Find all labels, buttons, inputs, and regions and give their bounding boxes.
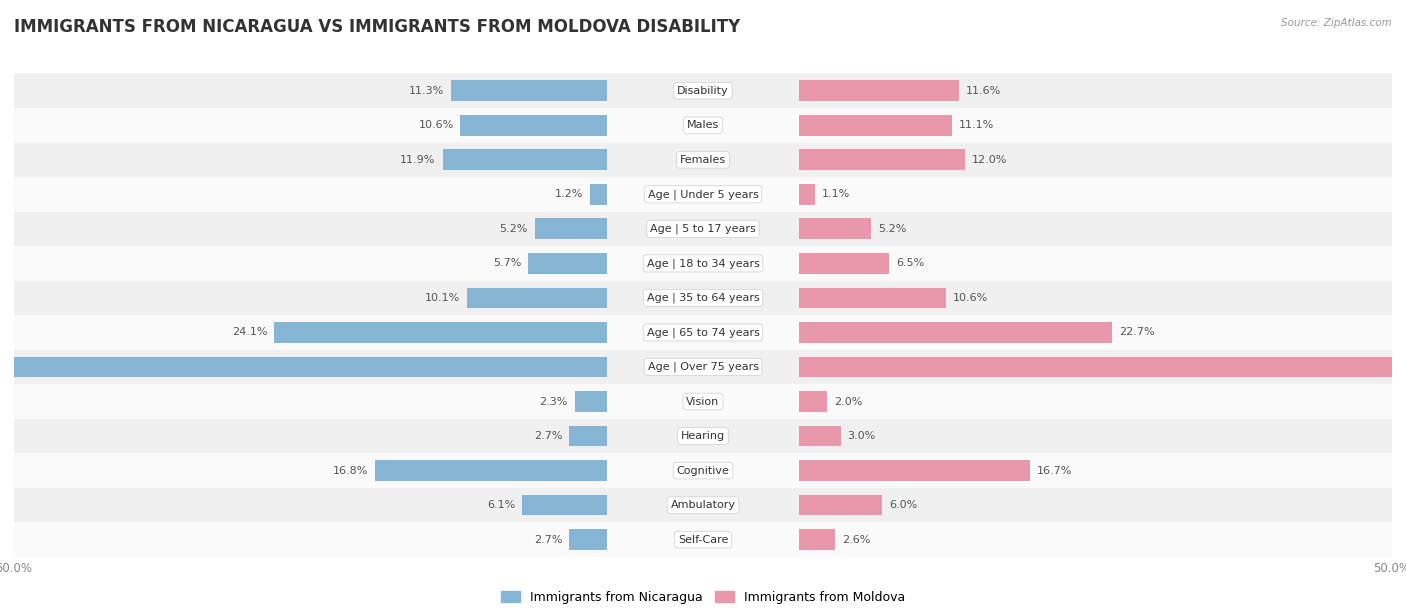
- Bar: [14, 143, 1392, 177]
- Bar: [800, 460, 1029, 481]
- Text: Age | 18 to 34 years: Age | 18 to 34 years: [647, 258, 759, 269]
- Bar: [569, 529, 606, 550]
- Bar: [800, 253, 889, 274]
- Bar: [461, 115, 606, 136]
- Bar: [800, 391, 827, 412]
- Bar: [14, 281, 1392, 315]
- Bar: [800, 426, 841, 446]
- Bar: [800, 288, 945, 308]
- Bar: [14, 212, 1392, 246]
- Text: 5.7%: 5.7%: [492, 258, 522, 269]
- Text: Hearing: Hearing: [681, 431, 725, 441]
- Bar: [14, 384, 1392, 419]
- Bar: [467, 288, 606, 308]
- Text: Cognitive: Cognitive: [676, 466, 730, 476]
- Text: 11.6%: 11.6%: [966, 86, 1001, 95]
- Text: 11.1%: 11.1%: [959, 120, 994, 130]
- Text: 10.6%: 10.6%: [952, 293, 987, 303]
- Bar: [274, 322, 606, 343]
- Text: 10.6%: 10.6%: [419, 120, 454, 130]
- Bar: [800, 218, 872, 239]
- Text: Self-Care: Self-Care: [678, 535, 728, 545]
- Bar: [575, 391, 606, 412]
- Text: Source: ZipAtlas.com: Source: ZipAtlas.com: [1281, 18, 1392, 28]
- Text: 6.1%: 6.1%: [488, 500, 516, 510]
- Text: 2.0%: 2.0%: [834, 397, 862, 406]
- Text: IMMIGRANTS FROM NICARAGUA VS IMMIGRANTS FROM MOLDOVA DISABILITY: IMMIGRANTS FROM NICARAGUA VS IMMIGRANTS …: [14, 18, 741, 36]
- Bar: [375, 460, 606, 481]
- Text: 11.9%: 11.9%: [401, 155, 436, 165]
- Text: Age | 65 to 74 years: Age | 65 to 74 years: [647, 327, 759, 338]
- Bar: [529, 253, 606, 274]
- Bar: [451, 80, 606, 101]
- Text: 2.3%: 2.3%: [540, 397, 568, 406]
- Bar: [534, 218, 606, 239]
- Text: 48.2%: 48.2%: [0, 362, 1, 372]
- Bar: [800, 80, 959, 101]
- Text: Age | Over 75 years: Age | Over 75 years: [648, 362, 758, 372]
- Text: 24.1%: 24.1%: [232, 327, 267, 337]
- Bar: [14, 177, 1392, 212]
- Text: Disability: Disability: [678, 86, 728, 95]
- Bar: [14, 488, 1392, 523]
- Text: 11.3%: 11.3%: [409, 86, 444, 95]
- Text: 6.0%: 6.0%: [889, 500, 917, 510]
- Text: 2.7%: 2.7%: [534, 431, 562, 441]
- Legend: Immigrants from Nicaragua, Immigrants from Moldova: Immigrants from Nicaragua, Immigrants fr…: [496, 586, 910, 609]
- Text: Age | 35 to 64 years: Age | 35 to 64 years: [647, 293, 759, 303]
- Bar: [523, 494, 606, 515]
- Bar: [800, 322, 1112, 343]
- Text: 22.7%: 22.7%: [1119, 327, 1154, 337]
- Bar: [800, 184, 814, 204]
- Text: Males: Males: [688, 120, 718, 130]
- Text: 47.4%: 47.4%: [1393, 362, 1406, 372]
- Text: Vision: Vision: [686, 397, 720, 406]
- Bar: [800, 529, 835, 550]
- Text: 12.0%: 12.0%: [972, 155, 1007, 165]
- Text: 6.5%: 6.5%: [896, 258, 924, 269]
- Text: Ambulatory: Ambulatory: [671, 500, 735, 510]
- Bar: [14, 419, 1392, 453]
- Bar: [0, 357, 606, 378]
- Text: Age | 5 to 17 years: Age | 5 to 17 years: [650, 223, 756, 234]
- Text: Age | Under 5 years: Age | Under 5 years: [648, 189, 758, 200]
- Bar: [14, 315, 1392, 349]
- Bar: [14, 523, 1392, 557]
- Text: Females: Females: [681, 155, 725, 165]
- Bar: [443, 149, 606, 170]
- Text: 16.7%: 16.7%: [1036, 466, 1071, 476]
- Bar: [14, 453, 1392, 488]
- Bar: [800, 494, 882, 515]
- Bar: [800, 357, 1406, 378]
- Bar: [14, 108, 1392, 143]
- Bar: [569, 426, 606, 446]
- Text: 1.2%: 1.2%: [555, 189, 583, 200]
- Bar: [591, 184, 606, 204]
- Bar: [800, 149, 965, 170]
- Text: 3.0%: 3.0%: [848, 431, 876, 441]
- Text: 5.2%: 5.2%: [877, 224, 907, 234]
- Bar: [800, 115, 952, 136]
- Text: 16.8%: 16.8%: [333, 466, 368, 476]
- Bar: [14, 246, 1392, 281]
- Text: 2.6%: 2.6%: [842, 535, 870, 545]
- Text: 2.7%: 2.7%: [534, 535, 562, 545]
- Bar: [14, 349, 1392, 384]
- Bar: [14, 73, 1392, 108]
- Text: 5.2%: 5.2%: [499, 224, 529, 234]
- Text: 1.1%: 1.1%: [821, 189, 849, 200]
- Text: 10.1%: 10.1%: [425, 293, 461, 303]
